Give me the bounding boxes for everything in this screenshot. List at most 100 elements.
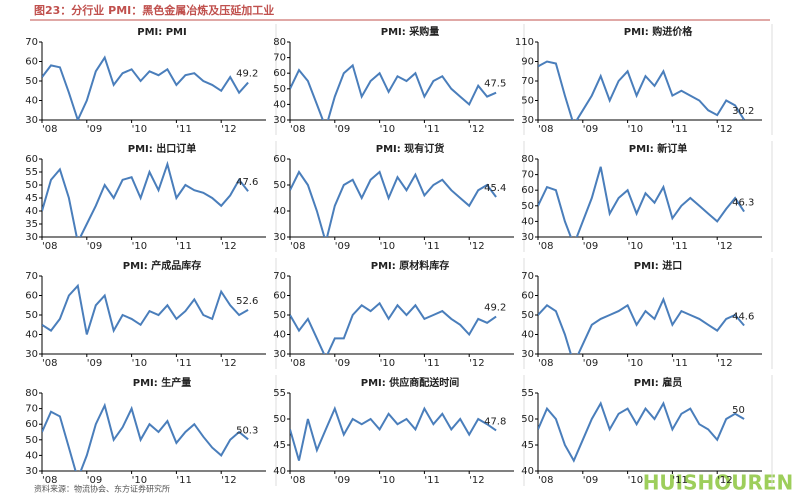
x-tick-label: '11 <box>672 358 687 369</box>
x-tick-label: '10 <box>132 241 147 252</box>
y-tick-label: 30 <box>273 349 286 360</box>
x-tick-label: '08 <box>538 124 553 135</box>
x-tick-label: '11 <box>672 475 687 486</box>
x-tick-label: '10 <box>132 124 147 135</box>
series-line <box>290 170 497 237</box>
x-tick-label: '12 <box>469 475 484 486</box>
y-tick-label: 90 <box>521 57 534 68</box>
y-tick-label: 40 <box>25 450 38 461</box>
ptitle: PMI: 生产量 <box>133 376 191 389</box>
y-tick-label: 110 <box>515 37 534 48</box>
y-tick-label: 70 <box>273 271 286 282</box>
y-tick-label: 70 <box>25 404 38 415</box>
x-tick-label: '10 <box>380 124 395 135</box>
y-tick-label: 60 <box>273 68 286 79</box>
x-tick-label: '10 <box>380 358 395 369</box>
y-tick-label: 30 <box>521 232 534 243</box>
x-tick-label: '12 <box>717 241 732 252</box>
x-tick-label: '11 <box>672 124 687 135</box>
figure-title: 图23：分行业 PMI：黑色金属冶炼及压延加工业 <box>34 3 274 17</box>
y-tick-label: 70 <box>521 271 534 282</box>
y-tick-label: 55 <box>25 167 38 178</box>
series-line <box>538 166 745 237</box>
y-tick-label: 40 <box>521 216 534 227</box>
end-label: 44.6 <box>732 312 754 323</box>
x-tick-label: '09 <box>335 358 350 369</box>
x-tick-label: '11 <box>176 358 191 369</box>
y-tick-label: 50 <box>273 180 286 191</box>
ptitle: PMI: 原材料库存 <box>371 259 449 272</box>
x-tick-label: '10 <box>380 475 395 486</box>
y-tick-label: 50 <box>25 310 38 321</box>
x-tick-label: '08 <box>538 475 553 486</box>
y-tick-label: 30 <box>25 232 38 243</box>
y-tick-label: 40 <box>25 206 38 217</box>
x-tick-label: '08 <box>290 241 305 252</box>
x-tick-label: '09 <box>87 475 102 486</box>
y-tick-label: 30 <box>25 115 38 126</box>
x-tick-label: '08 <box>290 358 305 369</box>
y-tick-label: 45 <box>25 193 38 204</box>
series-line <box>290 405 497 461</box>
y-tick-label: 30 <box>521 349 534 360</box>
end-label: 50 <box>732 405 745 416</box>
x-tick-label: '12 <box>221 124 236 135</box>
x-tick-label: '08 <box>42 358 57 369</box>
end-label: 49.2 <box>236 69 258 80</box>
end-label: 47.6 <box>236 177 258 188</box>
x-tick-label: '10 <box>628 358 643 369</box>
x-tick-label: '12 <box>221 475 236 486</box>
x-tick-label: '11 <box>424 358 439 369</box>
y-tick-label: 50 <box>25 180 38 191</box>
y-tick-label: 35 <box>25 219 38 230</box>
ptitle: PMI: 进口 <box>634 259 682 272</box>
series-line <box>42 283 249 335</box>
x-tick-label: '11 <box>176 241 191 252</box>
y-tick-label: 40 <box>273 206 286 217</box>
x-tick-label: '12 <box>221 358 236 369</box>
y-tick-label: 80 <box>25 388 38 399</box>
x-tick-label: '11 <box>424 241 439 252</box>
y-tick-label: 40 <box>273 99 286 110</box>
y-tick-label: 60 <box>25 419 38 430</box>
y-tick-label: 50 <box>521 414 534 425</box>
y-tick-label: 40 <box>25 96 38 107</box>
x-tick-label: '09 <box>335 124 350 135</box>
y-tick-label: 70 <box>521 170 534 181</box>
y-tick-label: 45 <box>521 440 534 451</box>
y-tick-label: 50 <box>25 76 38 87</box>
x-tick-label: '09 <box>583 358 598 369</box>
end-label: 50.3 <box>236 425 258 436</box>
watermark: HUISHOUREN <box>643 471 794 495</box>
y-tick-label: 45 <box>273 440 286 451</box>
end-label: 52.6 <box>236 296 258 307</box>
series-line <box>538 296 745 354</box>
x-tick-label: '08 <box>290 124 305 135</box>
y-tick-label: 60 <box>25 57 38 68</box>
y-tick-label: 60 <box>25 291 38 302</box>
source: 资料来源：物流协会、东方证券研究所 <box>34 484 170 494</box>
ptitle: PMI: 雇员 <box>634 376 682 389</box>
y-tick-label: 70 <box>521 76 534 87</box>
y-tick-label: 40 <box>273 466 286 477</box>
x-tick-label: '12 <box>717 124 732 135</box>
y-tick-label: 50 <box>273 84 286 95</box>
y-tick-label: 60 <box>25 154 38 165</box>
y-tick-label: 40 <box>25 330 38 341</box>
x-tick-label: '12 <box>469 124 484 135</box>
y-tick-label: 40 <box>273 330 286 341</box>
x-tick-label: '08 <box>290 475 305 486</box>
x-tick-label: '09 <box>87 124 102 135</box>
y-tick-label: 30 <box>25 466 38 477</box>
x-tick-label: '11 <box>424 475 439 486</box>
x-tick-label: '10 <box>628 124 643 135</box>
series-line <box>42 402 249 471</box>
x-tick-label: '12 <box>469 241 484 252</box>
y-tick-label: 50 <box>273 310 286 321</box>
series-line <box>538 60 745 120</box>
x-tick-label: '12 <box>221 241 236 252</box>
end-label: 30.2 <box>732 106 754 117</box>
series-line <box>42 55 249 120</box>
end-label: 47.8 <box>484 416 506 427</box>
